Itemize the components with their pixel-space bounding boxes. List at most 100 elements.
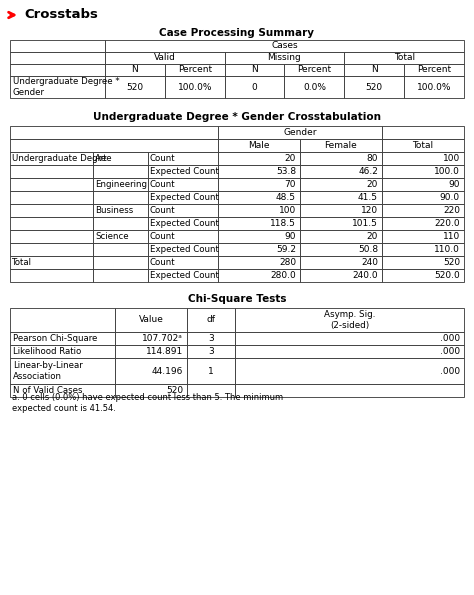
Bar (382, 269, 464, 282)
Bar (10, 76, 105, 98)
Text: 220.0: 220.0 (434, 219, 460, 228)
Text: 41.5: 41.5 (358, 193, 378, 202)
Bar (382, 126, 464, 139)
Bar (105, 64, 165, 76)
Text: 50.8: 50.8 (358, 245, 378, 254)
Text: 3: 3 (208, 334, 214, 343)
Text: Undergraduate Degree * Gender Crosstabulation: Undergraduate Degree * Gender Crosstabul… (93, 112, 381, 122)
Bar (10, 178, 93, 191)
Text: Female: Female (325, 141, 357, 150)
Text: Cases: Cases (271, 42, 298, 51)
Bar (115, 358, 187, 384)
Text: 80: 80 (366, 154, 378, 163)
Bar (93, 178, 148, 191)
Bar (218, 243, 300, 256)
Bar (382, 165, 464, 178)
Bar (382, 178, 464, 191)
Text: Percent: Percent (178, 65, 212, 74)
Text: 120: 120 (361, 206, 378, 215)
Bar (10, 64, 105, 76)
Bar (300, 217, 382, 230)
Bar (93, 230, 148, 243)
Bar (187, 308, 235, 332)
Bar (300, 243, 382, 256)
Bar (115, 308, 187, 332)
Bar (284, 76, 344, 98)
Bar (148, 152, 218, 165)
Text: Male: Male (248, 141, 270, 150)
Text: Gender: Gender (283, 128, 317, 137)
Text: 110.0: 110.0 (434, 245, 460, 254)
Bar (187, 345, 235, 358)
Text: Count: Count (150, 206, 176, 215)
Bar (93, 152, 148, 165)
Bar (165, 64, 225, 76)
Bar (10, 345, 115, 358)
Bar (300, 269, 382, 282)
Bar (218, 126, 382, 139)
Bar (148, 230, 218, 243)
Text: Science: Science (95, 232, 128, 241)
Bar (300, 165, 382, 178)
Bar (218, 204, 300, 217)
Text: 90.0: 90.0 (440, 193, 460, 202)
Bar (10, 139, 218, 152)
Text: Expected Count: Expected Count (150, 219, 219, 228)
Bar (382, 191, 464, 204)
Text: 101.5: 101.5 (352, 219, 378, 228)
Bar (105, 76, 165, 98)
Text: 100.0%: 100.0% (417, 83, 451, 92)
Bar (10, 308, 115, 332)
Text: 46.2: 46.2 (358, 167, 378, 176)
Bar (382, 256, 464, 269)
Bar (10, 191, 93, 204)
Bar (148, 191, 218, 204)
Bar (218, 165, 300, 178)
Bar (382, 204, 464, 217)
Text: 110: 110 (443, 232, 460, 241)
Bar (93, 165, 148, 178)
Bar (93, 269, 148, 282)
Bar (300, 230, 382, 243)
Text: Count: Count (150, 180, 176, 189)
Text: Likelihood Ratio: Likelihood Ratio (13, 347, 81, 356)
Bar (148, 165, 218, 178)
Bar (300, 204, 382, 217)
Text: Expected Count: Expected Count (150, 193, 219, 202)
Bar (93, 204, 148, 217)
Bar (115, 345, 187, 358)
Bar (105, 52, 225, 64)
Bar (187, 358, 235, 384)
Bar (10, 165, 93, 178)
Text: Undergraduate Degree: Undergraduate Degree (12, 154, 111, 163)
Bar (93, 191, 148, 204)
Text: Business: Business (95, 206, 133, 215)
Text: 0.0%: 0.0% (303, 83, 326, 92)
Bar (10, 126, 218, 139)
Text: Percent: Percent (297, 65, 331, 74)
Text: .000: .000 (440, 367, 460, 375)
Bar (225, 64, 284, 76)
Bar (148, 269, 218, 282)
Bar (300, 191, 382, 204)
Bar (382, 139, 464, 152)
Text: Expected Count: Expected Count (150, 245, 219, 254)
Text: 90: 90 (284, 232, 296, 241)
Bar (225, 52, 344, 64)
Bar (187, 384, 235, 397)
Bar (148, 178, 218, 191)
Bar (284, 64, 344, 76)
Bar (10, 384, 115, 397)
Text: Count: Count (150, 258, 176, 267)
Text: Missing: Missing (268, 54, 301, 62)
Bar (93, 217, 148, 230)
Bar (10, 152, 93, 165)
Bar (300, 152, 382, 165)
Text: Engineering: Engineering (95, 180, 147, 189)
Bar (10, 52, 105, 64)
Bar (235, 358, 464, 384)
Bar (235, 332, 464, 345)
Bar (382, 243, 464, 256)
Bar (165, 76, 225, 98)
Text: 20: 20 (366, 180, 378, 189)
